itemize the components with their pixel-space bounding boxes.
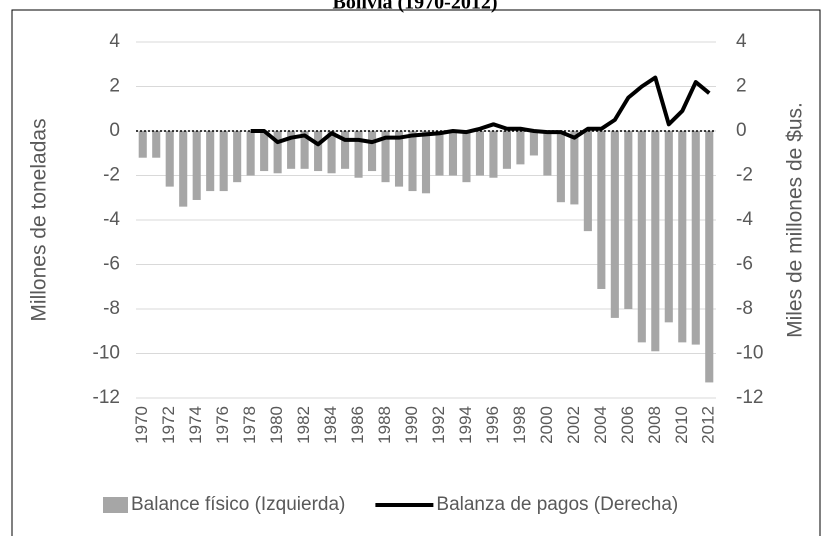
bar: [219, 131, 228, 192]
bar: [583, 131, 592, 232]
bar: [179, 131, 188, 207]
chart-title: Bolivia (1970-2012): [333, 0, 498, 14]
bar: [462, 131, 471, 183]
legend-swatch: [103, 497, 128, 513]
y2-tick-label: -2: [736, 165, 753, 186]
y-tick-label: 0: [109, 120, 120, 141]
bar: [165, 131, 174, 187]
x-tick-label: 1984: [321, 406, 340, 444]
y-tick-label: 2: [109, 76, 120, 97]
x-tick-label: 1970: [132, 406, 151, 444]
y-tick-label: 4: [109, 31, 120, 52]
x-tick-label: 1990: [402, 406, 421, 444]
bar: [624, 131, 633, 309]
bar: [138, 131, 147, 158]
bar: [287, 131, 296, 169]
y-tick-label: -12: [93, 387, 120, 408]
bar: [206, 131, 215, 192]
x-tick-label: 2002: [564, 406, 583, 444]
x-tick-label: 2000: [537, 406, 556, 444]
y2-tick-label: 4: [736, 31, 747, 52]
bar: [597, 131, 606, 289]
bar: [556, 131, 565, 203]
y2-tick-label: -6: [736, 254, 753, 275]
x-tick-label: 1976: [213, 406, 232, 444]
x-tick-label: 1986: [348, 406, 367, 444]
x-tick-label: 2008: [645, 406, 664, 444]
bar: [705, 131, 714, 383]
x-tick-label: 2012: [699, 406, 718, 444]
bar: [381, 131, 390, 183]
x-tick-label: 1978: [240, 406, 259, 444]
legend-label: Balance físico (Izquierda): [131, 494, 345, 515]
y-tick-label: -6: [103, 254, 120, 275]
bar: [475, 131, 484, 176]
bar: [678, 131, 687, 343]
bar: [192, 131, 201, 200]
bar: [300, 131, 309, 169]
x-tick-label: 1994: [456, 406, 475, 444]
bar: [421, 131, 431, 194]
line: [250, 75, 711, 147]
bar: [448, 131, 458, 176]
y-tick-label: -4: [103, 209, 120, 230]
x-tick-label: 1982: [294, 406, 313, 444]
bar: [489, 131, 498, 178]
x-tick-label: 1992: [429, 406, 448, 444]
bar: [570, 131, 579, 205]
x-tick-label: 1972: [159, 406, 178, 444]
bar: [233, 131, 242, 183]
bar: [368, 131, 377, 172]
bar: [435, 131, 444, 176]
bar: [651, 131, 660, 352]
bar: [152, 131, 161, 158]
y2-tick-label: -12: [736, 387, 763, 408]
bar: [543, 131, 552, 176]
bar: [637, 131, 646, 343]
y2-tick-label: 0: [736, 120, 747, 141]
y-tick-label: -2: [103, 165, 120, 186]
y-axis-title: Millones de toneladas: [28, 118, 51, 321]
y2-tick-label: -4: [736, 209, 753, 230]
x-tick-label: 2010: [672, 406, 691, 444]
bar: [341, 131, 350, 169]
x-tick-label: 1988: [375, 406, 394, 444]
bar: [691, 131, 700, 345]
bar: [516, 131, 525, 165]
x-tick-label: 2004: [591, 406, 610, 444]
x-tick-label: 1980: [267, 406, 286, 444]
y-tick-label: -8: [103, 298, 120, 319]
bar: [273, 131, 282, 174]
bar: [246, 131, 255, 176]
x-tick-label: 1974: [186, 406, 205, 444]
bar: [354, 131, 363, 178]
bar: [664, 131, 673, 323]
y-tick-label: -10: [93, 343, 120, 364]
x-tick-label: 2006: [618, 406, 637, 444]
bar: [502, 131, 511, 169]
y2-tick-label: -8: [736, 298, 753, 319]
legend-label: Balanza de pagos (Derecha): [436, 494, 678, 515]
y2-tick-label: 2: [736, 76, 747, 97]
y2-tick-label: -10: [736, 343, 763, 364]
bar: [529, 131, 538, 156]
x-tick-label: 1996: [483, 406, 502, 444]
bar: [610, 131, 619, 318]
x-tick-label: 1998: [510, 406, 529, 444]
bar: [408, 131, 417, 192]
bar: [327, 131, 336, 174]
bar: [394, 131, 404, 187]
bar: [260, 131, 269, 172]
bar: [314, 131, 323, 172]
y2-axis-title: Miles de millones de $us.: [784, 102, 807, 338]
